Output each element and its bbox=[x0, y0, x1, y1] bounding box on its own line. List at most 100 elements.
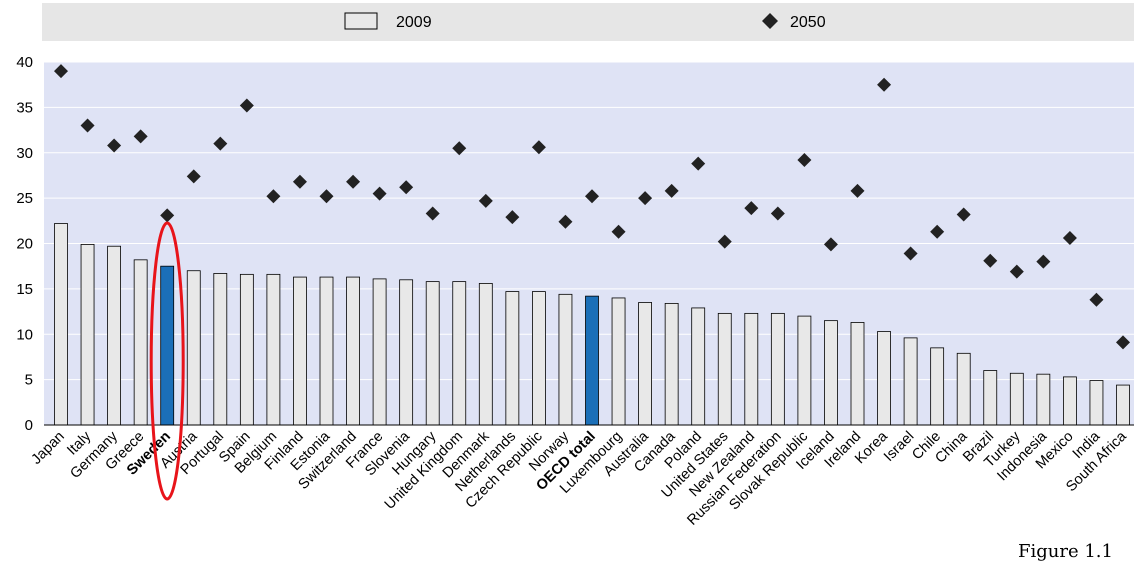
marker-2050-netherlands bbox=[505, 210, 520, 225]
bar-2009-luxembourg bbox=[611, 297, 626, 426]
marker-2050-united-kingdom bbox=[452, 141, 467, 156]
bar-2009-belgium bbox=[266, 273, 281, 426]
marker-2050-switzerland bbox=[346, 174, 361, 189]
marker-2050-chile bbox=[930, 224, 945, 239]
x-axis-labels: JapanItalyGermanyGreeceSwedenAustriaPort… bbox=[29, 428, 1131, 529]
bar-2009-turkey bbox=[1009, 372, 1024, 426]
bar-2009-chile bbox=[930, 347, 945, 426]
bar-2009-norway bbox=[558, 293, 573, 426]
marker-2050-belgium bbox=[266, 189, 281, 204]
bar-2009-iceland bbox=[824, 320, 838, 426]
marker-2050-france bbox=[372, 186, 387, 201]
legend: 2009 2050 bbox=[344, 12, 826, 31]
bar-2009-indonesia bbox=[1036, 373, 1051, 426]
marker-2050-spain bbox=[239, 98, 254, 113]
marker-2050-italy bbox=[80, 118, 95, 133]
y-tick-label: 35 bbox=[16, 99, 33, 116]
bar-2009-south-africa bbox=[1116, 384, 1130, 426]
marker-2050-austria bbox=[186, 169, 201, 184]
x-tick-label-israel: Israel bbox=[881, 429, 917, 465]
bar-2009-switzerland bbox=[346, 276, 360, 426]
y-tick-label: 15 bbox=[16, 281, 33, 298]
y-tick-label: 20 bbox=[16, 236, 33, 253]
marker-2050-turkey bbox=[1009, 264, 1024, 279]
bar-2009-united-kingdom bbox=[452, 281, 467, 426]
marker-2050-new-zealand bbox=[744, 201, 759, 216]
marker-2050-china bbox=[956, 207, 971, 222]
legend-label-2050: 2050 bbox=[790, 14, 826, 31]
marker-2050-greece bbox=[133, 129, 148, 144]
marker-2050-indonesia bbox=[1036, 254, 1051, 269]
y-tick-label: 0 bbox=[25, 417, 33, 434]
bar-2009-portugal bbox=[213, 273, 228, 426]
bar-2009-korea bbox=[877, 331, 891, 426]
bar-2009-new-zealand bbox=[744, 312, 759, 426]
y-tick-label: 5 bbox=[25, 372, 33, 389]
bar-2009-estonia bbox=[319, 276, 334, 426]
marker-2050-portugal bbox=[213, 136, 228, 151]
legend-marker-2050 bbox=[762, 13, 778, 29]
bar-2009-austria bbox=[186, 270, 201, 426]
marker-2050-korea bbox=[877, 77, 892, 92]
bar-2009-canada bbox=[664, 302, 679, 426]
legend-label-2009: 2009 bbox=[396, 14, 432, 31]
marker-2050-australia bbox=[638, 191, 653, 206]
marker-2050-ireland bbox=[850, 183, 865, 198]
sweden-annotation-circle bbox=[149, 221, 185, 501]
bar-2009-germany bbox=[107, 245, 121, 426]
y-tick-label: 40 bbox=[16, 54, 33, 71]
bar-2009-czech-republic bbox=[532, 291, 546, 426]
y-tick-label: 10 bbox=[16, 326, 33, 343]
legend-background bbox=[42, 3, 1134, 41]
marker-2050-slovenia bbox=[399, 180, 414, 195]
marker-2050-germany bbox=[107, 138, 122, 153]
bar-2009-slovenia bbox=[399, 279, 414, 426]
marker-2050-south-africa bbox=[1116, 335, 1130, 350]
marker-2050-brazil bbox=[983, 253, 998, 268]
bar-2009-australia bbox=[638, 302, 652, 426]
markers-2050 bbox=[54, 64, 1130, 350]
marker-2050-canada bbox=[664, 183, 679, 198]
bar-2009-brazil bbox=[983, 370, 998, 426]
x-tick-label-japan: Japan bbox=[29, 429, 68, 468]
y-tick-label: 25 bbox=[16, 190, 33, 207]
bar-2009-denmark bbox=[478, 283, 493, 426]
marker-2050-norway bbox=[558, 214, 573, 229]
x-tick-label-china: China bbox=[932, 428, 971, 467]
marker-2050-israel bbox=[903, 246, 918, 261]
marker-2050-mexico bbox=[1062, 231, 1077, 246]
bar-2009-poland bbox=[691, 307, 706, 426]
y-axis-ticks: 0 5 10 15 20 25 30 35 40 bbox=[16, 54, 33, 434]
bar-2009-finland bbox=[293, 276, 307, 426]
bar-2009-france bbox=[372, 278, 387, 426]
bar-2009-united-states bbox=[717, 312, 732, 426]
marker-2050-czech-republic bbox=[531, 140, 546, 155]
bar-2009-oecd-total bbox=[585, 295, 599, 426]
bar-2009-india bbox=[1089, 380, 1104, 426]
bar-2009-netherlands bbox=[505, 291, 520, 426]
marker-2050-sweden bbox=[160, 208, 175, 223]
bar-2009-mexico bbox=[1063, 376, 1077, 426]
bar-2009-italy bbox=[80, 244, 95, 426]
bar-2009-greece bbox=[133, 259, 148, 426]
bars-2009 bbox=[54, 223, 1130, 426]
figure-label: Figure 1.1 bbox=[1018, 541, 1113, 562]
marker-2050-russian-federation bbox=[770, 206, 785, 221]
marker-2050-luxembourg bbox=[611, 224, 626, 239]
bar-2009-hungary bbox=[425, 281, 440, 426]
legend-swatch-2009 bbox=[344, 12, 378, 30]
y-tick-label: 30 bbox=[16, 145, 33, 162]
marker-2050-oecd-total bbox=[585, 189, 599, 204]
bar-2009-russian-federation bbox=[770, 312, 785, 426]
bar-2009-china bbox=[956, 352, 971, 426]
bar-2009-japan bbox=[54, 223, 68, 426]
marker-2050-estonia bbox=[319, 189, 334, 204]
marker-2050-hungary bbox=[425, 206, 440, 221]
marker-2050-slovak-republic bbox=[797, 153, 812, 168]
bar-2009-israel bbox=[903, 337, 918, 426]
bar-2009-slovak-republic bbox=[797, 315, 812, 426]
bar-2009-ireland bbox=[850, 322, 865, 426]
marker-2050-finland bbox=[292, 174, 307, 189]
marker-2050-japan bbox=[54, 64, 68, 79]
